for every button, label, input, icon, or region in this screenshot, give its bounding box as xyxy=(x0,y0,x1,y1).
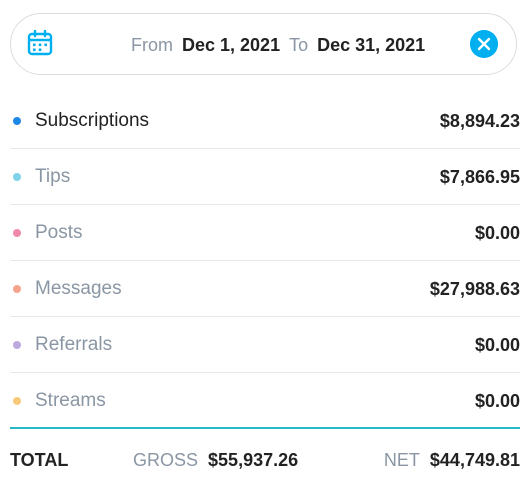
category-amount: $0.00 xyxy=(474,335,520,355)
from-label: From xyxy=(131,34,173,55)
category-row-tips[interactable]: Tips $7,866.95 xyxy=(10,149,520,205)
category-amount: $0.00 xyxy=(474,223,520,243)
date-range-text[interactable]: From Dec 1, 2021 To Dec 31, 2021 xyxy=(131,34,425,56)
to-date[interactable]: Dec 31, 2021 xyxy=(317,34,426,55)
category-amount: $7,866.95 xyxy=(439,167,520,187)
category-row-referrals[interactable]: Referrals $0.00 xyxy=(10,317,520,373)
gross-label: GROSS xyxy=(133,450,199,470)
totals-row: TOTAL GROSS $55,937.26 NET $44,749.81 xyxy=(10,448,520,472)
category-label: Streams xyxy=(35,390,106,411)
net-label: NET xyxy=(383,450,420,470)
earnings-category-list: Subscriptions $8,894.23 Tips $7,866.95 P… xyxy=(10,93,520,429)
date-range-filter[interactable]: From Dec 1, 2021 To Dec 31, 2021 xyxy=(10,13,517,75)
net-value: $44,749.81 xyxy=(429,450,520,470)
category-label: Referrals xyxy=(35,334,113,355)
series-dot-icon xyxy=(13,285,21,293)
series-dot-icon xyxy=(13,229,21,237)
category-label: Subscriptions xyxy=(35,110,150,131)
series-dot-icon xyxy=(13,341,21,349)
from-date[interactable]: Dec 1, 2021 xyxy=(182,34,281,55)
category-row-messages[interactable]: Messages $27,988.63 xyxy=(10,261,520,317)
series-dot-icon xyxy=(13,397,21,405)
calendar-icon[interactable] xyxy=(27,30,53,56)
category-row-posts[interactable]: Posts $0.00 xyxy=(10,205,520,261)
gross-value: $55,937.26 xyxy=(208,450,299,470)
net-total: NET $44,749.81 xyxy=(384,448,520,472)
to-label: To xyxy=(289,34,309,55)
category-label: Messages xyxy=(35,278,122,299)
category-row-subscriptions[interactable]: Subscriptions $8,894.23 xyxy=(10,93,520,149)
total-label: TOTAL xyxy=(10,450,69,470)
category-row-streams[interactable]: Streams $0.00 xyxy=(10,373,520,429)
series-dot-icon xyxy=(13,173,21,181)
gross-total: GROSS $55,937.26 xyxy=(133,448,298,472)
category-label: Posts xyxy=(35,222,83,243)
series-dot-icon xyxy=(13,117,21,125)
clear-date-button[interactable] xyxy=(470,30,498,58)
category-amount: $27,988.63 xyxy=(429,279,520,299)
category-amount: $8,894.23 xyxy=(439,111,520,131)
category-label: Tips xyxy=(35,166,71,187)
category-amount: $0.00 xyxy=(474,391,520,411)
